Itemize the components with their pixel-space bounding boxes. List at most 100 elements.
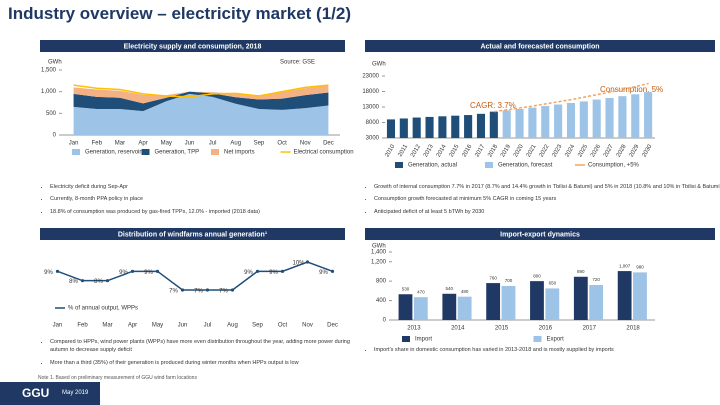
bar xyxy=(541,106,550,138)
x-tick-label: Oct xyxy=(278,323,288,329)
bar xyxy=(413,297,428,320)
x-tick-label: 2021 xyxy=(526,143,538,158)
x-tick-label: 2017 xyxy=(474,143,486,158)
line xyxy=(494,82,649,113)
marker xyxy=(255,269,260,273)
data-label: 9% xyxy=(244,270,253,276)
data-label: 9% xyxy=(119,270,128,276)
bullet: Import's share in domestic consumption h… xyxy=(374,346,714,354)
marker xyxy=(55,269,60,273)
bar xyxy=(386,119,396,138)
legend-swatch xyxy=(485,162,493,168)
trade-notes: Import's share in domestic consumption h… xyxy=(362,346,714,358)
x-tick-label: May xyxy=(152,323,163,329)
x-tick-label: 2016 xyxy=(462,143,474,158)
data-label: 480 xyxy=(461,289,469,294)
data-label: 9% xyxy=(144,270,153,276)
marker xyxy=(180,288,185,292)
x-tick-label: Apr xyxy=(128,323,137,329)
x-tick-label: Sep xyxy=(252,323,263,329)
bar xyxy=(501,286,516,320)
data-label: 650 xyxy=(549,281,557,286)
data-label: 9% xyxy=(319,270,328,276)
x-tick-label: 2023 xyxy=(552,143,564,158)
bar xyxy=(412,117,421,138)
bar xyxy=(618,96,627,138)
x-tick-label: 2027 xyxy=(603,143,615,158)
x-tick-label: Mar xyxy=(102,323,112,329)
panel-header xyxy=(40,228,345,240)
marker xyxy=(130,269,135,273)
y-tick-label: 1,500 xyxy=(41,68,57,74)
data-label: 10% xyxy=(292,261,305,267)
x-tick-label: 2024 xyxy=(564,143,576,158)
legend-label: Consumption, +5% xyxy=(588,163,640,169)
bar xyxy=(476,113,486,138)
x-tick-label: 2029 xyxy=(629,143,641,158)
x-tick-label: Nov xyxy=(300,141,311,147)
x-tick-label: 2030 xyxy=(642,143,654,158)
line xyxy=(57,261,333,291)
x-tick-label: Nov xyxy=(302,323,313,329)
data-label: 7% xyxy=(219,289,228,295)
x-tick-label: 2026 xyxy=(590,143,602,158)
y-tick-label: 8000 xyxy=(366,120,380,126)
bullet: Anticipated deficit of at least 5 bTWh b… xyxy=(374,208,720,216)
legend-swatch xyxy=(533,336,542,342)
legend-swatch xyxy=(211,149,219,155)
x-tick-label: Apr xyxy=(138,141,147,147)
consumption-notes: Growth of internal consumption 7.7% in 2… xyxy=(362,183,720,220)
x-tick-label: Dec xyxy=(327,323,338,329)
bar xyxy=(592,99,601,138)
bar xyxy=(399,118,408,138)
bar xyxy=(451,115,460,138)
bar xyxy=(566,102,576,138)
bar xyxy=(464,115,473,138)
data-label: 7% xyxy=(169,289,178,295)
area xyxy=(73,85,329,104)
bar xyxy=(605,98,614,138)
bullet: 18.8% of consumption was produced by gas… xyxy=(50,208,350,216)
marker xyxy=(305,260,310,264)
panel-header xyxy=(365,228,715,240)
x-tick-label: 2015 xyxy=(495,326,509,332)
legend-label: Export xyxy=(547,337,565,343)
legend-label: Import xyxy=(415,337,432,343)
bar xyxy=(515,109,524,138)
annotation: CAGR: 3.7% xyxy=(470,101,516,110)
x-tick-label: Jun xyxy=(178,323,188,329)
data-label: 980 xyxy=(636,265,644,270)
data-label: 800 xyxy=(533,273,541,278)
bar xyxy=(589,285,604,320)
x-tick-label: 2018 xyxy=(626,326,640,332)
area xyxy=(73,93,329,135)
chart-title: Actual and forecasted consumption xyxy=(480,43,599,50)
legend-label: Generation, TPP xyxy=(155,150,200,156)
x-tick-label: 2022 xyxy=(539,143,551,158)
x-tick-label: Jan xyxy=(69,141,79,147)
x-tick-label: 2013 xyxy=(423,143,435,158)
bar xyxy=(579,101,588,138)
x-tick-label: 2012 xyxy=(410,143,422,158)
data-label: 9% xyxy=(269,270,278,276)
legend-label: Electrical consumption xyxy=(294,150,354,156)
y-tick-label: 0 xyxy=(383,318,387,324)
bullet: Consumption growth forecasted at minimum… xyxy=(374,195,720,203)
bar xyxy=(438,116,447,138)
data-label: 530 xyxy=(402,286,410,291)
x-tick-label: Dec xyxy=(323,141,334,147)
y-tick-label: 1,000 xyxy=(41,89,57,95)
y-tick-label: 1,400 xyxy=(371,250,387,256)
data-label: 760 xyxy=(489,275,497,280)
bullet: More than a third (35%) of their generat… xyxy=(50,359,350,367)
footnote: Note 1. Based on preliminary measurement… xyxy=(38,375,197,381)
axis-unit: GWh xyxy=(48,60,62,66)
bar xyxy=(644,92,653,138)
legend-swatch xyxy=(72,149,80,155)
bar xyxy=(633,272,647,320)
bar xyxy=(398,294,413,320)
chart-title: Electricity supply and consumption, 2018 xyxy=(124,43,262,50)
y-tick-label: 18000 xyxy=(362,89,379,95)
y-tick-label: 400 xyxy=(376,298,387,304)
